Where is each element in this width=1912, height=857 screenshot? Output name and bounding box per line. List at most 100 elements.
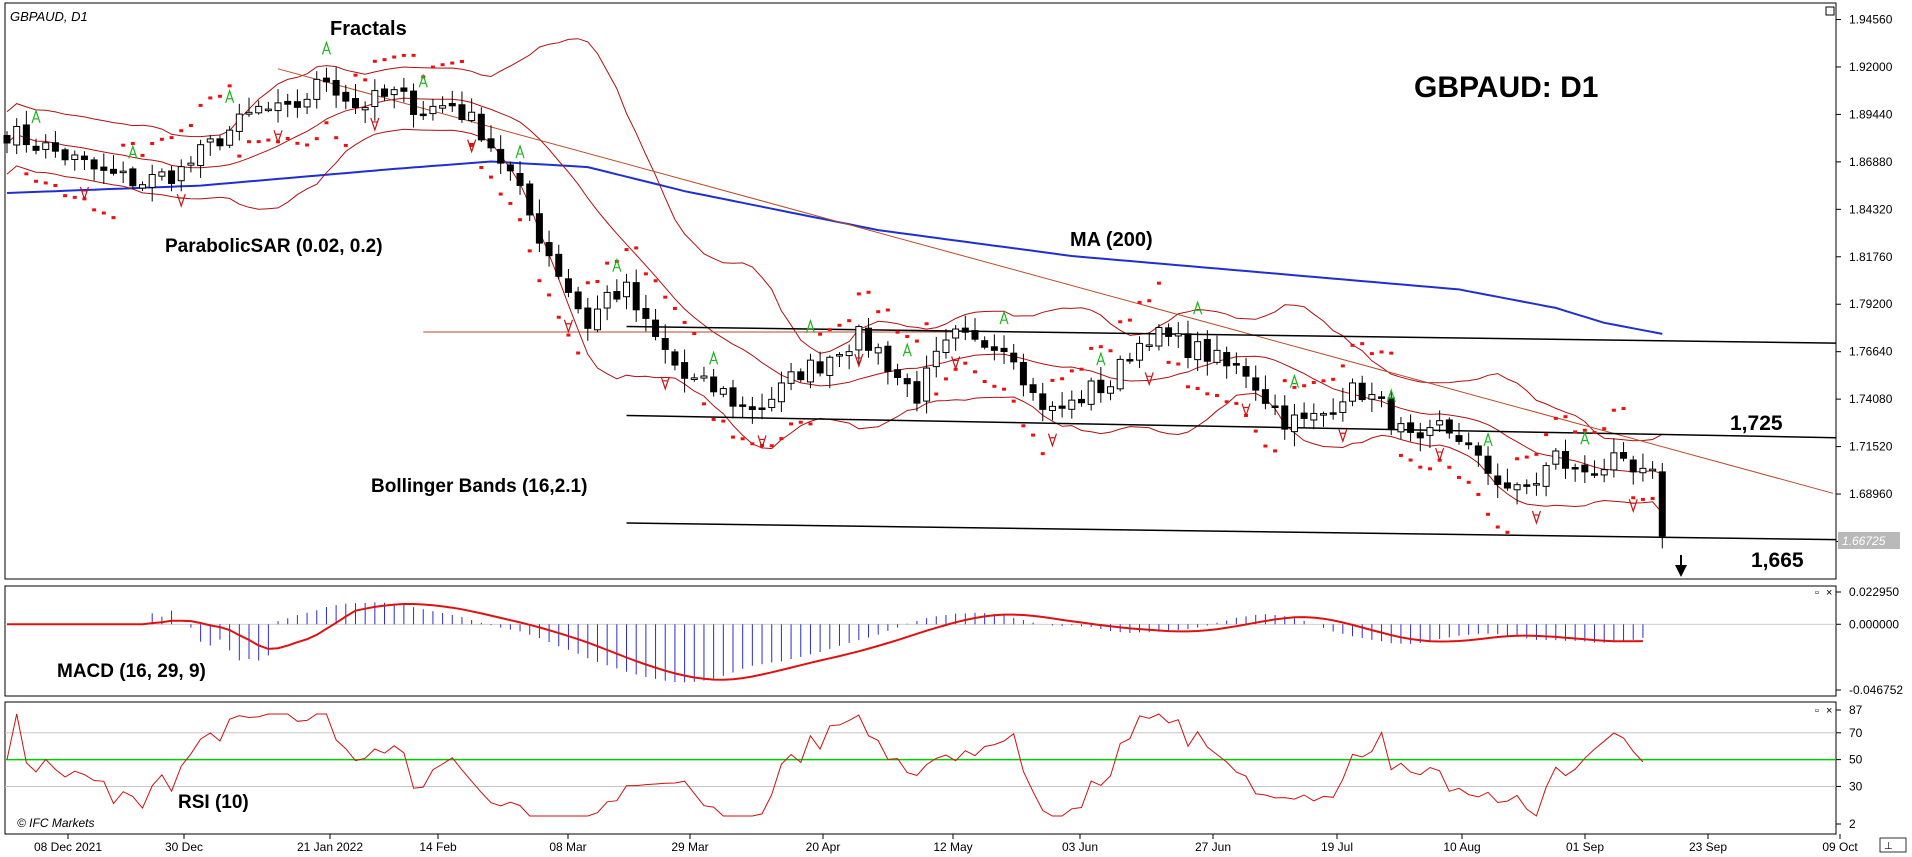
sar-dot [1108, 349, 1113, 353]
sar-dot [111, 216, 116, 220]
price-tick-label: 1.71520 [1849, 440, 1893, 454]
candle-bear [652, 319, 660, 337]
candle-bear [1097, 379, 1105, 394]
candle-bull [923, 367, 931, 402]
candle-bull [1310, 412, 1318, 421]
candle-bull [71, 154, 79, 160]
macd-tick-label: 0.022950 [1849, 585, 1899, 599]
candle-bear [1184, 333, 1192, 359]
sar-dot [1050, 378, 1055, 382]
sar-dot [750, 442, 755, 446]
sar-dot [721, 419, 726, 423]
fractal-up-icon [418, 73, 428, 88]
sar-dot [1369, 352, 1374, 356]
candle-bear [342, 91, 350, 102]
candle-bear [1591, 473, 1599, 476]
sar-dot [1621, 407, 1626, 411]
candle-bull [952, 328, 960, 339]
candle-bull [1349, 382, 1357, 402]
candle-bull [1542, 465, 1550, 487]
sar-dot [1021, 424, 1026, 428]
candle-bear [61, 149, 69, 161]
rsi-plot: 87 70 50 30 2 [5, 703, 1863, 831]
candle-bull [1552, 450, 1560, 465]
bollinger-upper-band [6, 38, 1663, 442]
candle-bear [564, 278, 572, 293]
sar-dot [247, 140, 251, 144]
sar-dot [1195, 386, 1200, 390]
macd-maximize-icon[interactable]: ▫ [1815, 587, 1819, 599]
time-tick-label: 03 Jun [1062, 840, 1098, 854]
axes: 1.94560 1.92000 1.89440 1.86880 1.84320 1.817… [34, 13, 1893, 855]
candle-bear [1029, 384, 1037, 393]
macd-tick-label: 0.000000 [1849, 617, 1899, 631]
fractal-up-icon [128, 144, 138, 159]
candle-bull [177, 166, 185, 182]
candle-bear [1232, 363, 1240, 366]
macd-panel-controls[interactable]: ▫ × [1815, 587, 1832, 599]
candle-bull [1174, 333, 1182, 337]
sar-dot [1611, 408, 1616, 412]
sar-dot [1447, 465, 1452, 469]
scroll-handle-icon[interactable] [1825, 6, 1835, 16]
sar-dot [1563, 415, 1568, 419]
sar-dot [566, 333, 571, 337]
fractal-up-icon [321, 40, 332, 55]
sar-dot [266, 138, 271, 142]
candle-bull [1155, 326, 1163, 347]
sar-dot [63, 194, 68, 198]
candle-bear [990, 346, 998, 351]
sar-dot [1215, 394, 1219, 398]
time-scale-icon[interactable]: ⊥ [1879, 837, 1907, 853]
candle-bear [1165, 327, 1173, 337]
rsi-maximize-icon[interactable]: ▫ [1815, 705, 1819, 717]
macd-close-icon[interactable]: × [1826, 587, 1832, 599]
candle-bear [729, 387, 737, 407]
fractals-label: Fractals [330, 18, 407, 40]
sar-dot [140, 153, 145, 157]
sar-dot [779, 437, 784, 441]
candle-bear [661, 338, 669, 350]
rsi-tick-label: 30 [1849, 779, 1863, 793]
rsi-close-icon[interactable]: × [1826, 705, 1832, 717]
sar-dot [150, 142, 155, 146]
candle-bull [1600, 469, 1608, 476]
sar-dot [459, 59, 464, 63]
sar-dot [827, 328, 832, 332]
candle-bear [903, 378, 911, 385]
sar-dot [1282, 379, 1287, 383]
candle-bull [932, 350, 940, 368]
sar-dot [1350, 343, 1355, 347]
candle-bull [13, 125, 21, 146]
fractal-down-icon [176, 193, 186, 208]
sar-dot [1553, 416, 1558, 420]
sar-dot [547, 293, 552, 297]
candle-bear [1571, 467, 1579, 470]
candle-bull [1290, 414, 1298, 433]
price-tick-label: 1.68960 [1849, 487, 1893, 501]
sar-dot [643, 272, 648, 276]
candle-bear [535, 213, 543, 244]
sar-dot [1602, 427, 1607, 431]
sar-dot [1340, 364, 1345, 368]
price-panel-frame [4, 2, 1837, 580]
sar-dot [740, 437, 745, 441]
fractal-down-icon [854, 353, 864, 368]
bollinger-lower-band [6, 128, 1663, 514]
sar-dot [314, 137, 319, 141]
candle-bear [1281, 405, 1289, 430]
sar-dot [1495, 525, 1500, 529]
candle-bear [448, 102, 456, 107]
candle-bear [129, 168, 137, 187]
rsi-panel-controls[interactable]: ▫ × [1815, 705, 1832, 717]
sar-dot [837, 323, 842, 327]
candle-bear [961, 327, 969, 333]
price-tick-label: 1.81760 [1849, 250, 1893, 264]
candle-bear [419, 113, 427, 117]
level-high-label: 1,725 [1730, 412, 1783, 435]
fractal-up-icon [709, 350, 719, 365]
candle-bull [1397, 423, 1405, 433]
fractal-up-icon [805, 318, 816, 333]
sar-dot [1234, 401, 1239, 405]
rsi-tick-label: 50 [1849, 753, 1863, 767]
